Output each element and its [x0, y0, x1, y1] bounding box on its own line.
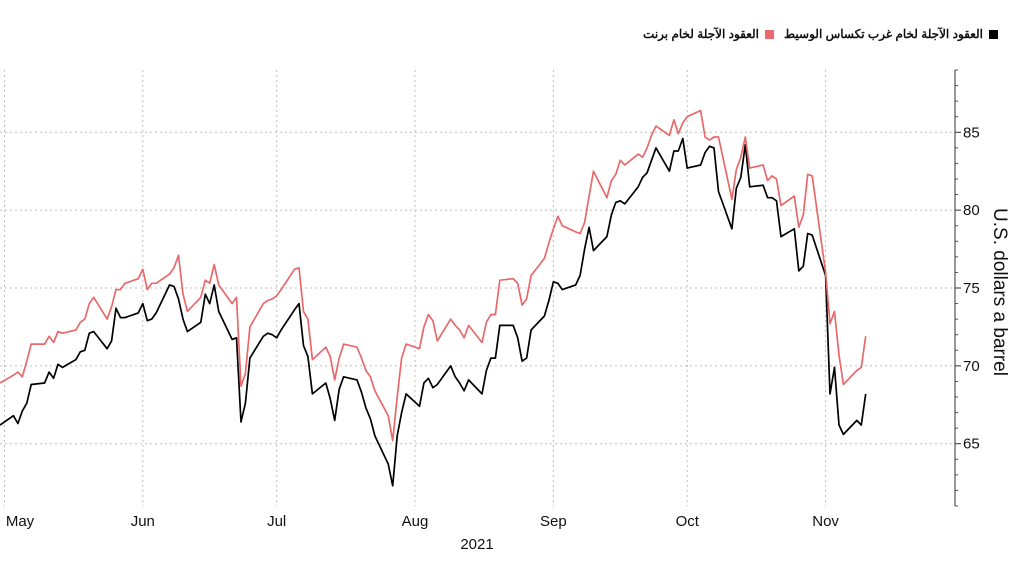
x-tick-label-oct: Oct [676, 513, 700, 530]
chart-axes [954, 69, 961, 507]
legend-swatch-wti [989, 29, 998, 39]
x-tick-label-jun: Jun [131, 513, 155, 530]
y-tick-label-65: 65 [963, 436, 980, 453]
legend-label-wti: العقود الآجلة لخام غرب تكساس الوسيط [784, 27, 983, 41]
series-line-brent [0, 109, 867, 442]
x-tick-label-sep: Sep [540, 513, 567, 530]
y-tick-label-75: 75 [963, 280, 980, 297]
chart-grid [0, 70, 955, 506]
legend-item-brent: العقود الآجلة لخام برنت [643, 27, 775, 41]
legend-item-wti: العقود الآجلة لخام غرب تكساس الوسيط [784, 27, 998, 41]
legend-swatch-brent [765, 29, 775, 39]
x-axis-year-label: 2021 [460, 536, 493, 553]
series-line-wti [0, 137, 867, 487]
x-tick-label-aug: Aug [402, 513, 429, 530]
chart-series [0, 109, 867, 487]
x-tick-label-may: May [6, 513, 35, 530]
x-tick-label-jul: Jul [267, 513, 286, 530]
legend-label-brent: العقود الآجلة لخام برنت [643, 27, 760, 41]
chart-labels: 65 70 75 80 85 May Jun Jul Aug Sep Oct Nov [6, 124, 980, 530]
y-tick-label-80: 80 [963, 202, 980, 219]
x-tick-label-nov: Nov [812, 513, 839, 530]
y-axis-title: U.S. dollars a barrel [989, 208, 1010, 376]
y-tick-label-85: 85 [963, 124, 980, 141]
y-tick-label-70: 70 [963, 358, 980, 375]
chart-legend: العقود الآجلة لخام غرب تكساس الوسيط العق… [643, 24, 998, 44]
